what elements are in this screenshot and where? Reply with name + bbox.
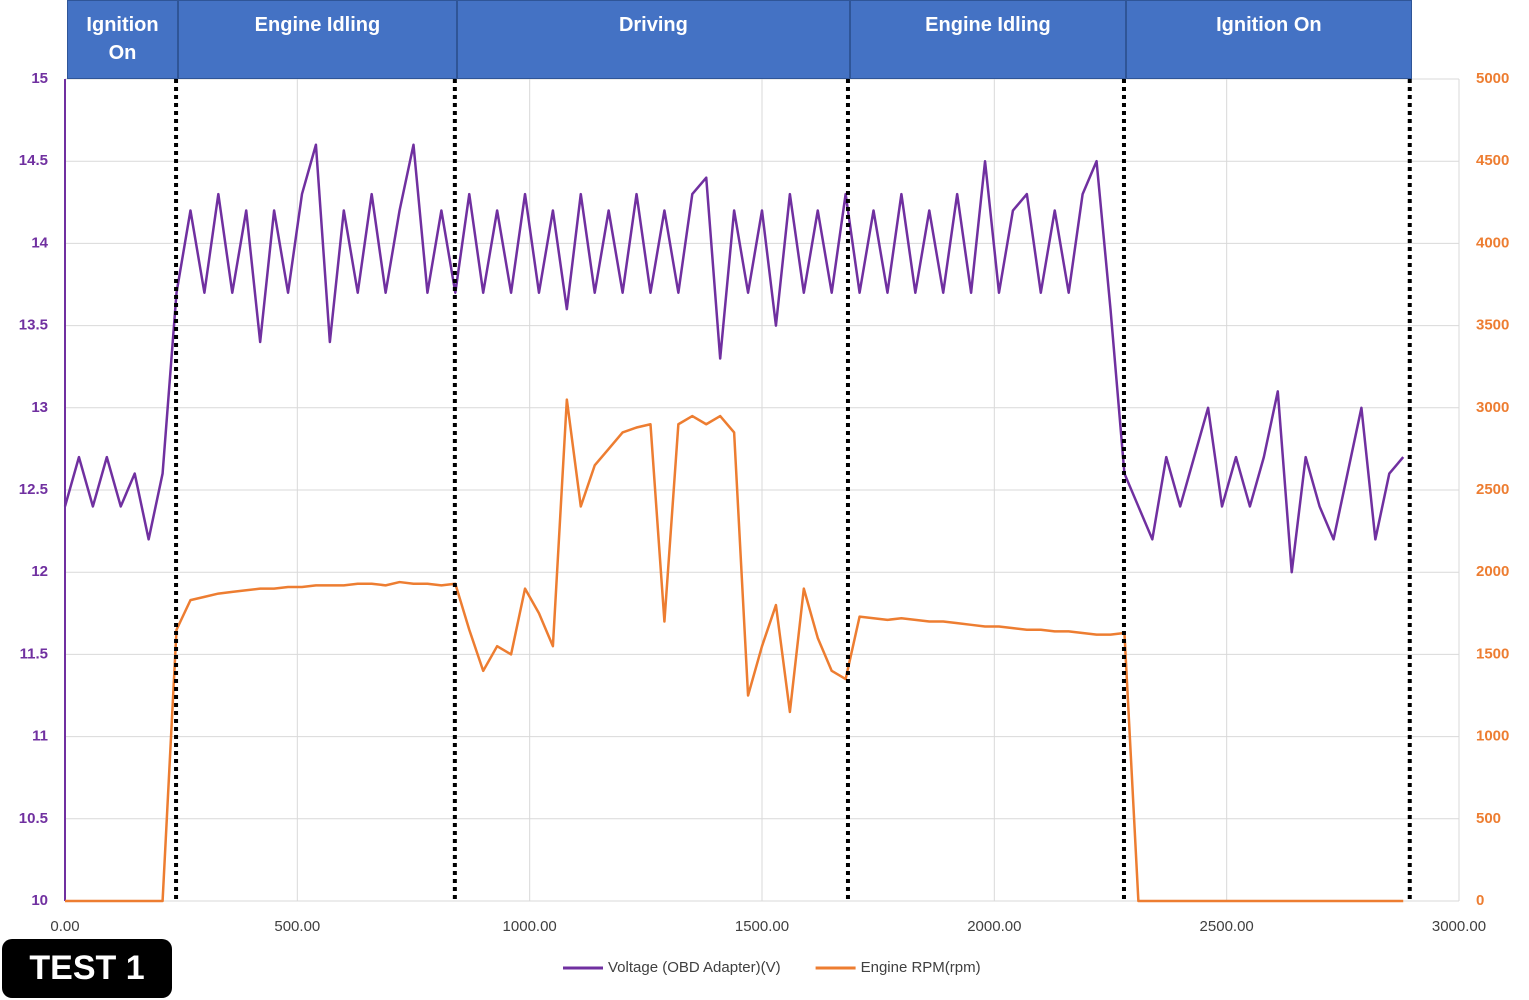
x-tick-label: 1500.00 [735, 918, 789, 935]
y-tick-label: 11 [32, 728, 48, 745]
x-tick-label: 2500.00 [1200, 918, 1254, 935]
y2-tick-label: 500 [1476, 810, 1501, 827]
legend-label: Engine RPM(rpm) [861, 959, 981, 976]
y-tick-label: 10.5 [19, 810, 48, 827]
y-tick-label: 12 [31, 563, 48, 580]
y-tick-label: 11.5 [20, 645, 48, 662]
phase-header: Engine Idling [178, 0, 457, 79]
series-line [65, 398, 1404, 903]
x-tick-label: 2000.00 [967, 918, 1021, 935]
y2-tick-label: 2000 [1476, 563, 1509, 580]
legend-label: Voltage (OBD Adapter)(V) [608, 959, 781, 976]
phase-header: Driving [456, 0, 850, 79]
x-tick-label: 0.00 [50, 918, 79, 935]
y-tick-label: 13 [31, 399, 48, 416]
y2-tick-label: 5000 [1476, 70, 1509, 87]
phase-header: Engine Idling [849, 0, 1126, 79]
y2-tick-label: 2500 [1476, 481, 1509, 498]
y2-tick-label: 3500 [1476, 317, 1509, 334]
x-tick-label: 500.00 [274, 918, 320, 935]
y-tick-label: 13.5 [19, 317, 48, 334]
phase-header: Ignition On [67, 0, 179, 79]
y2-tick-label: 0 [1476, 892, 1484, 909]
y-tick-label: 14.5 [19, 152, 48, 169]
y2-tick-label: 4000 [1476, 234, 1509, 251]
y-tick-label: 14 [31, 234, 48, 251]
y2-tick-label: 3000 [1476, 399, 1509, 416]
x-tick-label: 3000.00 [1432, 918, 1486, 935]
y-tick-label: 15 [31, 70, 48, 87]
y-tick-label: 10 [31, 892, 48, 909]
series-line [63, 143, 1405, 574]
y-tick-label: 12.5 [19, 481, 48, 498]
test-badge: TEST 1 [2, 939, 172, 998]
x-tick-label: 1000.00 [503, 918, 557, 935]
y2-tick-label: 1500 [1476, 645, 1509, 662]
phase-header: Ignition On [1125, 0, 1412, 79]
y2-tick-label: 1000 [1476, 728, 1509, 745]
y2-tick-label: 4500 [1476, 152, 1509, 169]
